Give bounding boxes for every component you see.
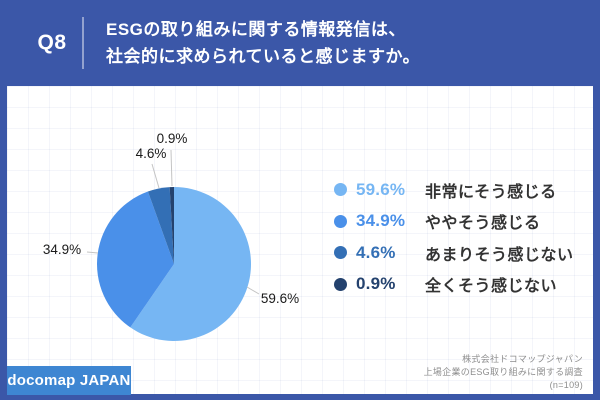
legend-swatch-icon: [334, 183, 347, 197]
legend-label: 全くそう感じない: [425, 278, 558, 296]
legend-percent: 4.6%: [356, 242, 396, 262]
legend-item: 59.6% 非常にそう感じる: [334, 174, 574, 206]
legend-item: 4.6% あまりそう感じない: [334, 237, 574, 269]
legend-label: あまりそう感じない: [425, 246, 574, 264]
legend-swatch-icon: [334, 214, 347, 228]
legend-item: 0.9% 全くそう感じない: [334, 269, 574, 301]
legend-item: 34.9% ややそう感じる: [334, 206, 574, 238]
question-line-1: ESGの取り組みに関する情報発信は、: [106, 20, 406, 39]
source-line-1: 株式会社ドコマップジャパン: [462, 354, 583, 364]
header-divider: [82, 17, 84, 69]
question-number: Q8: [37, 31, 67, 54]
legend-percent: 0.9%: [356, 274, 396, 294]
question-line-2: 社会的に求められていると感じますか。: [106, 47, 421, 66]
chart-panel: [7, 86, 593, 394]
legend-swatch-icon: [334, 277, 347, 291]
legend-percent: 59.6%: [356, 179, 406, 199]
question-title: ESGの取り組みに関する情報発信は、 社会的に求められていると感じますか。: [106, 16, 420, 70]
header: Q8 ESGの取り組みに関する情報発信は、 社会的に求められていると感じますか。: [0, 0, 600, 86]
source-line-2: 上場企業のESG取り組みに関する調査: [423, 367, 583, 377]
source-note: 株式会社ドコマップジャパン 上場企業のESG取り組みに関する調査 (n=109): [424, 353, 583, 392]
logo-badge: docomap JAPAN: [7, 366, 131, 395]
legend: 59.6% 非常にそう感じる 34.9% ややそう感じる 4.6% あまりそう感じない 0.…: [334, 174, 574, 300]
source-line-3: (n=109): [549, 380, 583, 390]
legend-percent: 34.9%: [356, 211, 406, 231]
legend-label: ややそう感じる: [425, 215, 541, 233]
legend-label: 非常にそう感じる: [425, 183, 557, 201]
legend-swatch-icon: [334, 246, 347, 260]
